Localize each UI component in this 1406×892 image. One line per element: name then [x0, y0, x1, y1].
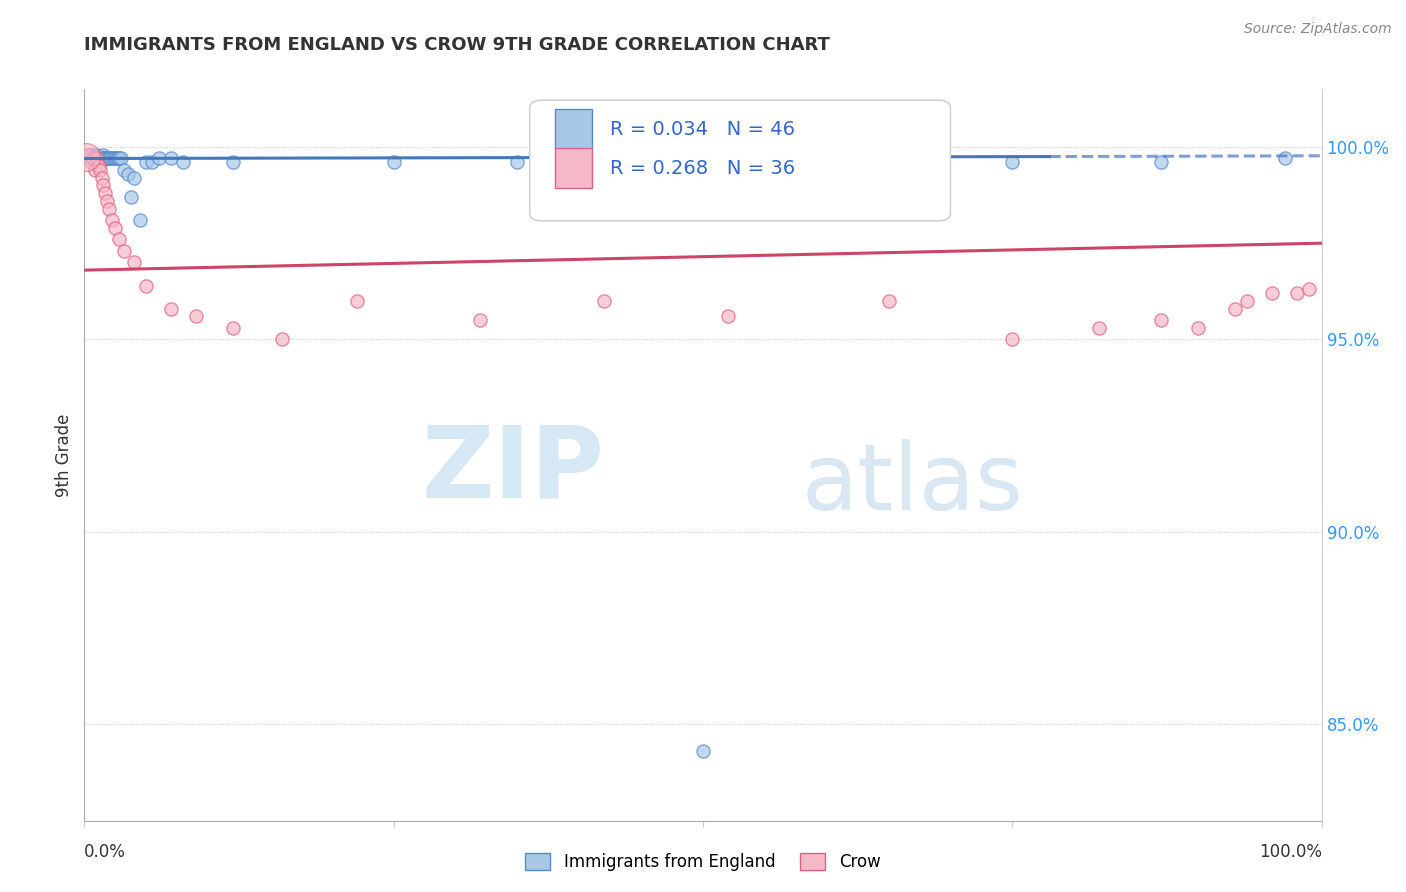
Point — [86, 152, 108, 166]
Point — [84, 152, 107, 166]
Point — [89, 152, 111, 166]
Point — [117, 167, 139, 181]
Point — [148, 152, 170, 166]
Point — [470, 313, 492, 327]
Point — [105, 152, 128, 166]
Point — [1223, 301, 1246, 316]
Text: 0.0%: 0.0% — [84, 843, 127, 861]
FancyBboxPatch shape — [530, 100, 950, 221]
Point — [382, 155, 405, 169]
Point — [346, 293, 368, 308]
Point — [77, 147, 100, 161]
Text: R = 0.034   N = 46: R = 0.034 N = 46 — [610, 120, 796, 139]
Point — [91, 178, 114, 193]
Point — [1088, 321, 1111, 335]
Point — [692, 744, 714, 758]
Point — [271, 333, 294, 347]
Point — [89, 159, 111, 173]
FancyBboxPatch shape — [554, 148, 592, 188]
Point — [593, 293, 616, 308]
Point — [86, 152, 108, 166]
Point — [841, 155, 863, 169]
Text: R = 0.268   N = 36: R = 0.268 N = 36 — [610, 159, 796, 178]
Point — [1236, 293, 1258, 308]
Point — [97, 152, 120, 166]
Point — [77, 152, 100, 166]
Point — [108, 152, 131, 166]
Point — [75, 150, 97, 164]
Point — [1001, 155, 1024, 169]
Point — [1298, 282, 1320, 296]
Point — [222, 155, 245, 169]
Point — [222, 321, 245, 335]
Point — [91, 147, 114, 161]
Point — [79, 152, 101, 166]
Point — [1001, 333, 1024, 347]
Point — [1150, 313, 1173, 327]
Legend: Immigrants from England, Crow: Immigrants from England, Crow — [519, 847, 887, 878]
Point — [86, 147, 108, 161]
Point — [90, 152, 112, 166]
Text: ZIP: ZIP — [422, 421, 605, 518]
Point — [103, 152, 125, 166]
Point — [172, 155, 194, 169]
Point — [91, 152, 114, 166]
Point — [98, 152, 121, 166]
Point — [94, 152, 117, 166]
Point — [82, 152, 104, 166]
Point — [1150, 155, 1173, 169]
Point — [94, 186, 117, 201]
Point — [120, 190, 142, 204]
Point — [1274, 152, 1296, 166]
Point — [79, 155, 101, 169]
Point — [107, 152, 129, 166]
Point — [160, 301, 183, 316]
Point — [135, 155, 157, 169]
Point — [112, 163, 135, 178]
Point — [93, 152, 115, 166]
Point — [112, 244, 135, 258]
Point — [96, 194, 118, 208]
Point — [1187, 321, 1209, 335]
Point — [90, 170, 112, 185]
Point — [89, 163, 111, 178]
Point — [160, 152, 183, 166]
Point — [717, 310, 740, 324]
Point — [87, 152, 110, 166]
Point — [98, 202, 121, 216]
Point — [506, 155, 529, 169]
Point — [135, 278, 157, 293]
Point — [108, 232, 131, 246]
Point — [89, 152, 111, 166]
Point — [1285, 286, 1308, 301]
Point — [877, 293, 900, 308]
Text: Source: ZipAtlas.com: Source: ZipAtlas.com — [1244, 22, 1392, 37]
Point — [80, 147, 103, 161]
Point — [122, 255, 145, 269]
Text: IMMIGRANTS FROM ENGLAND VS CROW 9TH GRADE CORRELATION CHART: IMMIGRANTS FROM ENGLAND VS CROW 9TH GRAD… — [84, 36, 830, 54]
Text: 100.0%: 100.0% — [1258, 843, 1322, 861]
Point — [184, 310, 207, 324]
Text: atlas: atlas — [801, 439, 1024, 529]
Point — [100, 213, 122, 227]
Point — [82, 152, 104, 166]
Point — [100, 152, 122, 166]
Point — [96, 152, 118, 166]
Point — [104, 220, 127, 235]
Point — [110, 152, 132, 166]
Point — [83, 152, 105, 166]
Point — [129, 213, 152, 227]
Point — [122, 170, 145, 185]
FancyBboxPatch shape — [554, 109, 592, 149]
Point — [98, 152, 121, 166]
Point — [141, 155, 163, 169]
Point — [84, 163, 107, 178]
Point — [1261, 286, 1284, 301]
Point — [79, 147, 101, 161]
Point — [104, 152, 127, 166]
Y-axis label: 9th Grade: 9th Grade — [55, 413, 73, 497]
